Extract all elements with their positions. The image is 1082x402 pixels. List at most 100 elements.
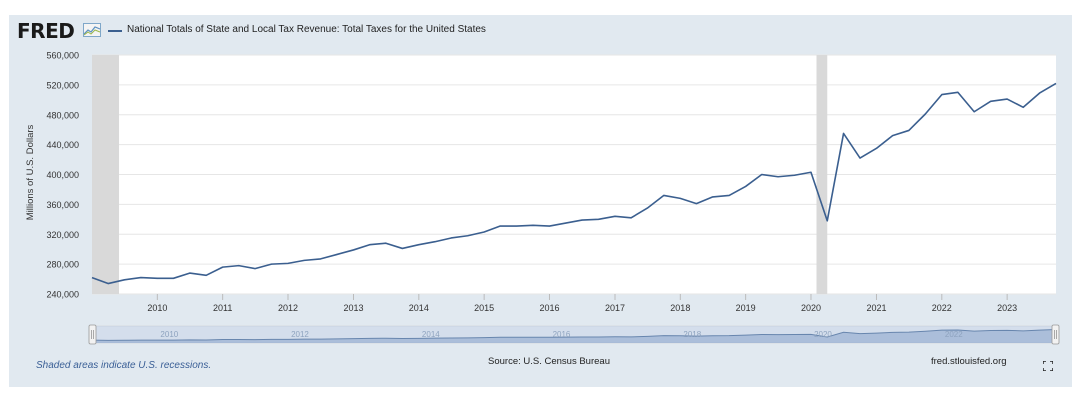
data-point (173, 278, 175, 280)
y-tick-label: 240,000 (46, 290, 79, 300)
x-tick-label: 2016 (539, 303, 559, 313)
data-point (859, 157, 861, 159)
data-point (254, 268, 256, 270)
data-point (630, 217, 632, 219)
data-point (777, 176, 779, 178)
x-tick-label: 2012 (278, 303, 298, 313)
data-point (434, 241, 436, 243)
data-point (712, 196, 714, 198)
data-point (745, 186, 747, 188)
data-point (450, 237, 452, 239)
navigator-tick-label: 2018 (683, 330, 701, 339)
fullscreen-icon[interactable] (1043, 361, 1053, 371)
navigator-selection (92, 326, 1056, 343)
y-tick-label: 520,000 (46, 80, 79, 90)
data-point (680, 198, 682, 200)
navigator-tick-label: 2020 (814, 330, 832, 339)
data-point (303, 260, 305, 262)
navigator-tick-label: 2022 (945, 330, 963, 339)
navigator-tick-label: 2016 (553, 330, 571, 339)
data-point (189, 272, 191, 274)
data-point (107, 283, 109, 285)
data-point (810, 171, 812, 173)
x-tick-label: 2021 (866, 303, 886, 313)
fred-logo-icon (83, 23, 101, 37)
data-point (157, 278, 159, 280)
data-point (369, 244, 371, 246)
data-point (418, 244, 420, 246)
data-point (761, 174, 763, 176)
data-point (205, 275, 207, 277)
data-point (941, 94, 943, 96)
x-tick-label: 2011 (213, 303, 232, 313)
data-point (483, 231, 485, 233)
legend-swatch (108, 30, 122, 32)
data-point (532, 224, 534, 226)
data-point (925, 113, 927, 115)
data-point (647, 207, 649, 209)
data-point (402, 248, 404, 250)
x-tick-label: 2017 (605, 303, 625, 313)
recession-note: Shaded areas indicate U.S. recessions. (36, 360, 212, 371)
y-tick-label: 480,000 (46, 110, 79, 120)
data-point (385, 242, 387, 244)
data-point (581, 219, 583, 221)
data-point (271, 263, 273, 265)
data-point (794, 174, 796, 176)
data-point (957, 92, 959, 94)
legend-label: National Totals of State and Local Tax R… (127, 24, 486, 35)
x-tick-label: 2013 (343, 303, 363, 313)
y-tick-label: 400,000 (46, 170, 79, 180)
navigator-right-handle[interactable] (1051, 324, 1060, 345)
y-tick-label: 320,000 (46, 230, 79, 240)
data-point (353, 249, 355, 251)
data-point (663, 195, 665, 197)
x-tick-label: 2023 (997, 303, 1017, 313)
data-point (696, 203, 698, 205)
x-tick-label: 2014 (409, 303, 429, 313)
recession-band (816, 55, 828, 294)
data-point (549, 225, 551, 227)
x-tick-label: 2019 (736, 303, 756, 313)
data-point (614, 216, 616, 218)
data-point (1055, 83, 1057, 85)
data-point (467, 235, 469, 237)
fred-logo[interactable]: FRED (17, 19, 75, 43)
data-point (565, 222, 567, 224)
data-point (990, 101, 992, 103)
navigator-area (92, 329, 1056, 343)
data-point (287, 263, 289, 265)
data-point (908, 130, 910, 132)
recession-band (92, 55, 120, 294)
navigator-line (91, 329, 1057, 341)
x-tick-label: 2018 (670, 303, 690, 313)
data-point (516, 225, 518, 227)
x-tick-label: 2020 (801, 303, 821, 313)
data-point (973, 111, 975, 113)
data-point (238, 265, 240, 267)
data-point (499, 225, 501, 227)
data-point (1006, 98, 1008, 100)
navigator-tick-label: 2014 (422, 330, 440, 339)
data-point (124, 279, 126, 281)
data-point (91, 277, 93, 279)
data-point (728, 195, 730, 197)
site-link[interactable]: fred.stlouisfed.org (931, 356, 1007, 367)
y-tick-label: 280,000 (46, 260, 79, 270)
x-tick-label: 2022 (932, 303, 952, 313)
data-point (140, 277, 142, 279)
navigator-left-handle[interactable] (88, 324, 97, 345)
data-point (598, 219, 600, 221)
x-tick-label: 2010 (147, 303, 167, 313)
y-tick-label: 560,000 (46, 51, 79, 61)
data-point (826, 220, 828, 222)
data-point (892, 135, 894, 137)
y-axis-label: Millions of U.S. Dollars (25, 124, 36, 220)
x-tick-label: 2015 (474, 303, 494, 313)
source-text: Source: U.S. Census Bureau (488, 356, 610, 367)
data-point (876, 148, 878, 150)
y-tick-label: 440,000 (46, 140, 79, 150)
data-point (1022, 106, 1024, 108)
data-point (336, 254, 338, 256)
